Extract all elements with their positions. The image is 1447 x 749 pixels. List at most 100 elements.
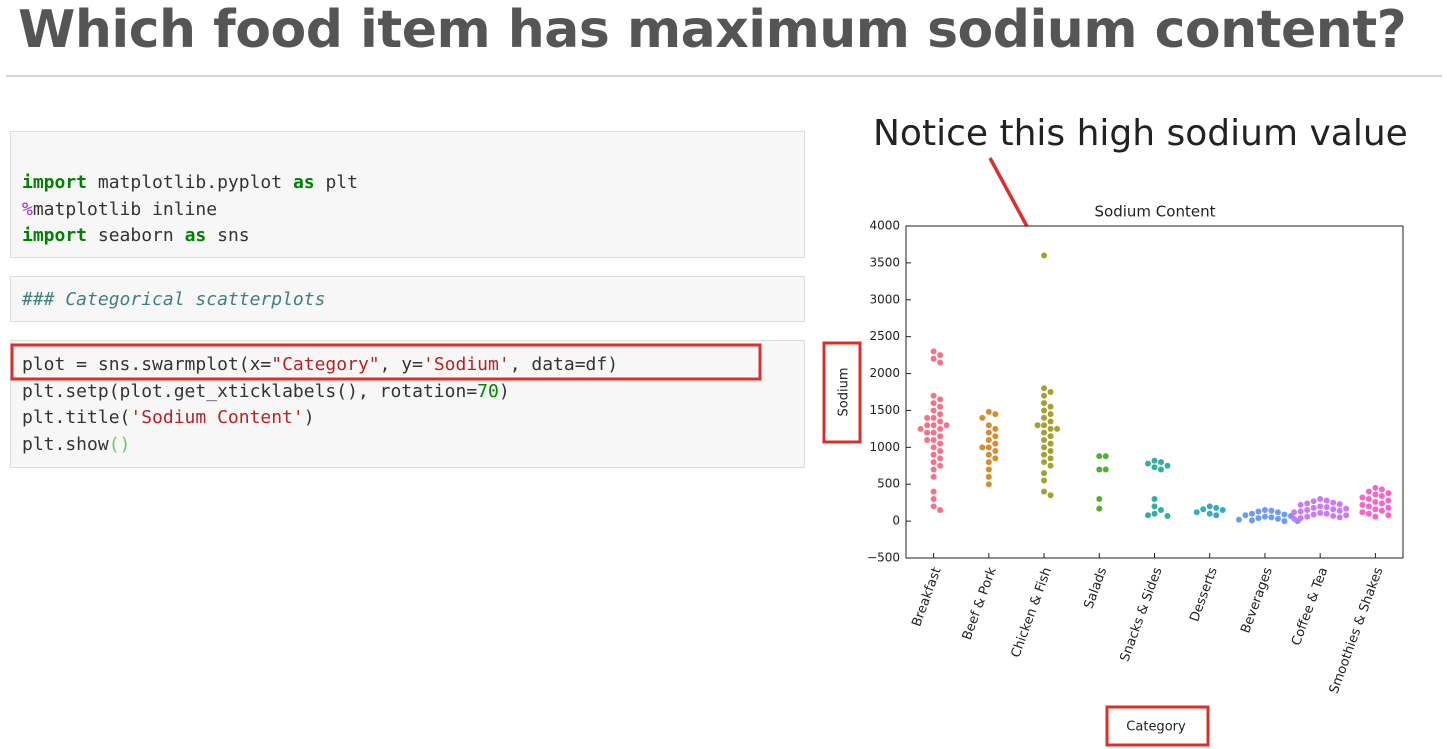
swarm-point xyxy=(992,448,999,455)
swarm-point xyxy=(1317,509,1324,516)
swarm-point xyxy=(1158,466,1164,473)
swarm-point xyxy=(1200,506,1207,513)
code-token: ) xyxy=(303,407,315,429)
swarm-point xyxy=(1385,504,1392,511)
swarm-point xyxy=(930,444,937,451)
swarm-point xyxy=(1164,462,1171,469)
swarm-point xyxy=(1359,494,1366,501)
swarm-point xyxy=(930,400,937,407)
swarm-point xyxy=(1336,507,1343,514)
y-tick-label: −500 xyxy=(867,551,900,565)
swarm-point xyxy=(1343,512,1350,519)
y-tick-label: 0 xyxy=(892,514,900,528)
swarm-point xyxy=(1164,512,1171,519)
swarm-point xyxy=(930,459,937,466)
swarm-point xyxy=(1096,495,1103,502)
swarm-point xyxy=(1213,512,1220,519)
swarm-point xyxy=(1372,491,1379,498)
swarm-point xyxy=(1151,464,1158,471)
swarm-point xyxy=(985,466,992,473)
swarm-point xyxy=(1047,425,1054,432)
swarm-point xyxy=(1372,484,1379,491)
swarm-point xyxy=(1041,385,1048,392)
code-token: matplotlib.pyplot xyxy=(87,172,293,193)
swarm-point xyxy=(937,403,944,410)
swarm-point xyxy=(1268,514,1275,521)
swarm-point xyxy=(1047,433,1054,440)
swarm-point xyxy=(1047,462,1054,469)
swarm-point xyxy=(1330,499,1337,506)
y-tick-label: 2000 xyxy=(869,366,900,380)
swarm-point xyxy=(1248,510,1255,517)
swarm-point xyxy=(1291,515,1298,522)
swarm-point xyxy=(924,422,931,429)
swarm-point xyxy=(1047,389,1054,395)
swarm-point xyxy=(937,440,944,447)
swarm-point xyxy=(1378,486,1385,493)
swarm-point xyxy=(1304,500,1311,507)
code-cell: plot = sns.swarmplot(x="Category", y='So… xyxy=(10,340,805,468)
swarm-point xyxy=(1054,425,1061,432)
swarm-point xyxy=(1372,498,1379,505)
swarm-point xyxy=(1158,507,1164,514)
code-token: plt xyxy=(314,172,358,193)
swarm-point xyxy=(992,455,999,462)
x-tick-label: Smoothies & Shakes xyxy=(1327,565,1387,696)
swarm-point xyxy=(992,440,999,447)
y-tick-label: 3000 xyxy=(869,292,900,306)
swarm-point xyxy=(1041,459,1048,466)
swarm-point xyxy=(1041,252,1048,259)
swarm-point xyxy=(1310,498,1317,505)
x-tick-label: Beverages xyxy=(1238,565,1276,635)
plot-area xyxy=(905,225,1404,559)
swarm-point xyxy=(1034,422,1041,429)
code-token: 70 xyxy=(477,380,499,402)
code-line: plt.setp(plot.get_xticklabels(), rotatio… xyxy=(22,379,510,405)
y-tick-label: 500 xyxy=(877,477,900,491)
code-token: as xyxy=(292,172,315,193)
swarm-point xyxy=(1096,466,1103,473)
swarm-point xyxy=(937,425,944,432)
swarm-point xyxy=(1255,515,1262,522)
code-token: plt.show xyxy=(22,434,109,456)
swarm-point xyxy=(1041,422,1048,429)
swarm-point xyxy=(985,473,992,480)
swarm-point xyxy=(1304,507,1311,514)
x-tick-label: Chicken & Fish xyxy=(1009,565,1056,659)
highlight-box xyxy=(10,343,762,381)
swarm-point xyxy=(985,481,992,488)
swarm-point xyxy=(985,422,992,429)
swarm-point xyxy=(1336,501,1343,508)
swarm-point xyxy=(1151,457,1158,464)
chart-title: Sodium Content xyxy=(1095,203,1216,221)
swarm-point xyxy=(1151,503,1158,510)
swarm-point xyxy=(930,466,937,473)
code-line: %matplotlib inline xyxy=(22,197,217,223)
swarm-point xyxy=(1365,503,1372,510)
swarm-point xyxy=(1102,453,1109,460)
swarm-point xyxy=(1213,504,1220,511)
code-line: import seaborn as sns xyxy=(22,223,250,249)
code-token: % xyxy=(22,198,33,220)
swarm-point xyxy=(930,429,937,436)
code-token: , data=df) xyxy=(509,354,619,375)
swarm-point xyxy=(1047,440,1054,447)
swarm-point xyxy=(1041,392,1048,399)
x-tick-label: Desserts xyxy=(1187,565,1221,624)
swarm-point xyxy=(1041,488,1048,495)
x-tick-label: Salads xyxy=(1082,565,1111,611)
swarm-point xyxy=(1330,512,1337,519)
swarm-point xyxy=(1041,407,1048,414)
swarm-point xyxy=(1385,497,1392,504)
swarm-point xyxy=(1151,495,1158,502)
y-tick-label: 1500 xyxy=(869,403,900,417)
swarm-point xyxy=(1297,515,1304,522)
swarm-point xyxy=(1323,497,1330,504)
swarm-point xyxy=(1041,451,1048,458)
swarm-point xyxy=(937,455,944,462)
swarm-point xyxy=(1145,512,1151,519)
swarm-point xyxy=(937,359,944,366)
swarm-point xyxy=(924,429,931,436)
